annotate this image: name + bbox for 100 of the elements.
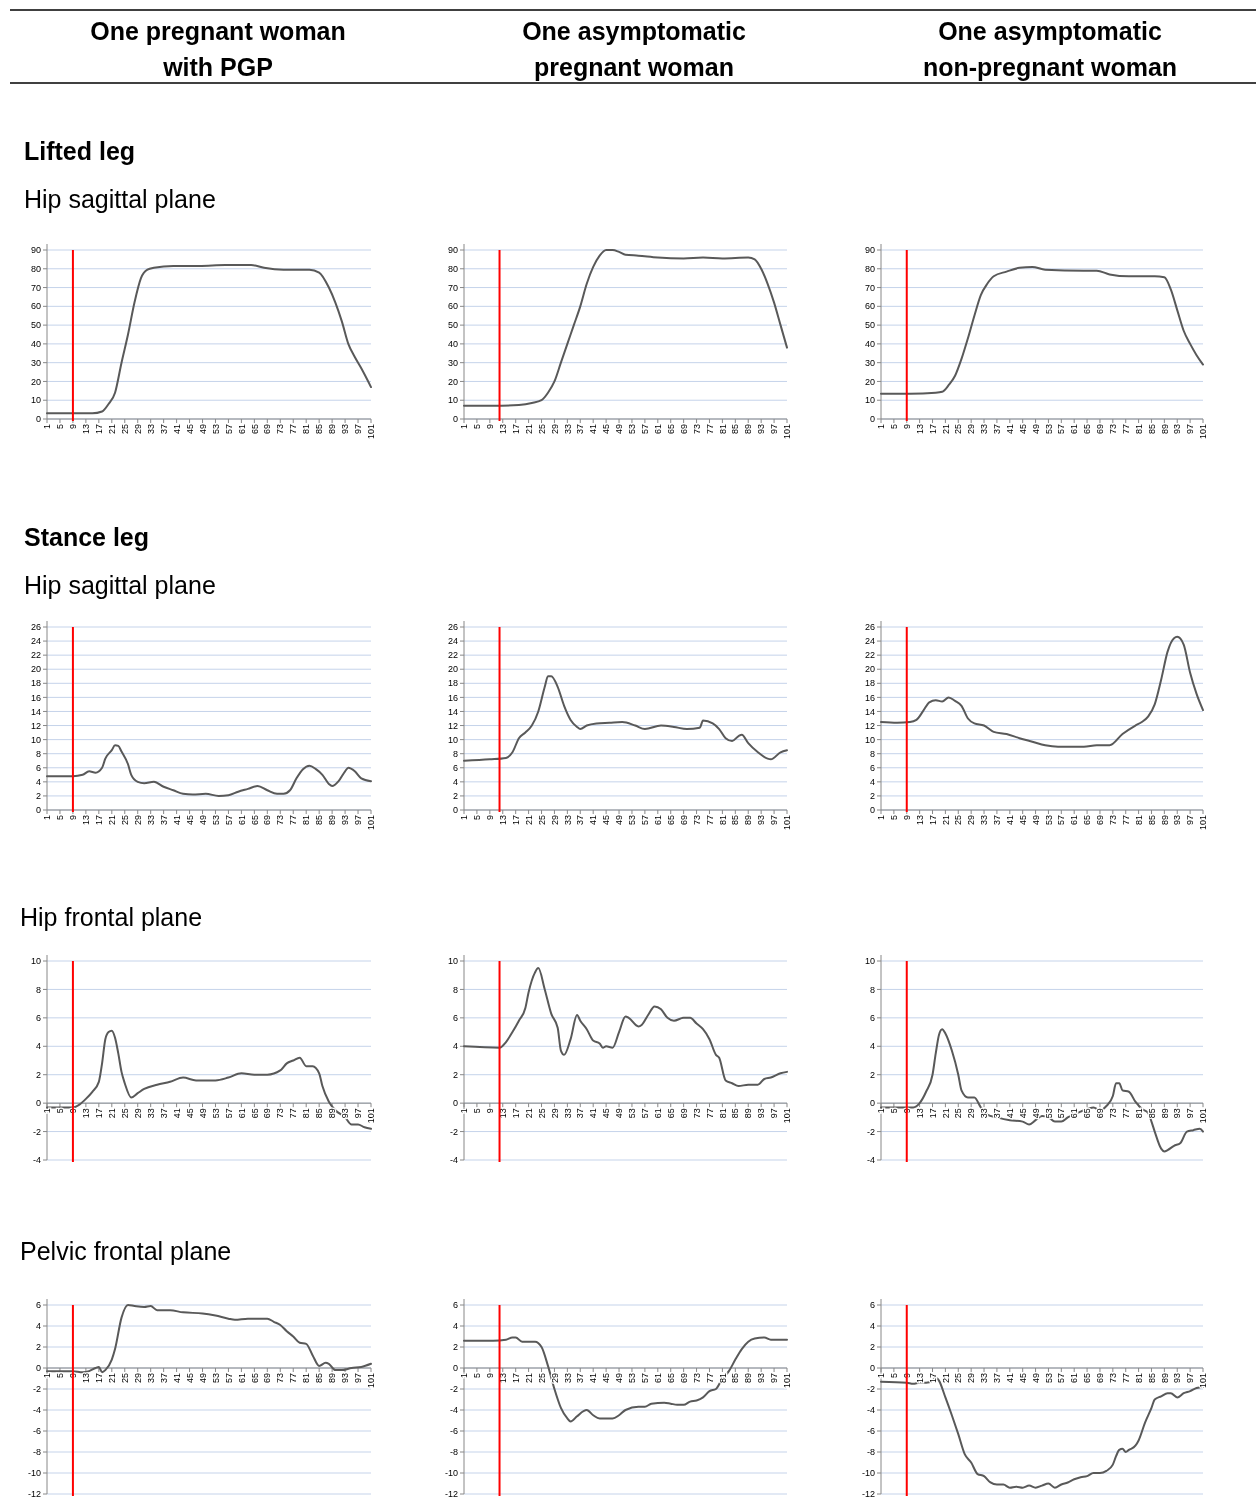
x-tick-label: 9 <box>901 424 912 430</box>
x-tick-label: 9 <box>68 815 79 821</box>
x-tick-label: 5 <box>55 424 66 430</box>
x-tick-label: 61 <box>1069 1373 1080 1384</box>
x-tick-label: 21 <box>940 815 951 826</box>
x-tick-label: 85 <box>1146 1373 1157 1384</box>
x-tick-label: 17 <box>510 815 521 826</box>
x-tick-label: 89 <box>327 1373 338 1384</box>
x-tick-label: 37 <box>575 1108 586 1119</box>
x-tick-label: 57 <box>1056 1108 1067 1119</box>
x-tick-label: 69 <box>1095 815 1106 826</box>
x-tick-label: 5 <box>472 815 483 821</box>
y-tick-label: 6 <box>35 1013 41 1024</box>
x-tick-label: 21 <box>523 815 534 826</box>
x-tick-label: 57 <box>640 424 651 435</box>
x-tick-label: 81 <box>717 815 728 826</box>
x-tick-label: 57 <box>223 815 234 826</box>
y-tick-label: 10 <box>447 395 458 406</box>
x-tick-label: 13 <box>81 1373 92 1384</box>
x-tick-label: 13 <box>497 815 508 826</box>
y-tick-label: 10 <box>447 734 458 745</box>
x-tick-label: 25 <box>536 815 547 826</box>
y-tick-label: 16 <box>447 692 458 703</box>
x-tick-label: 93 <box>756 424 767 435</box>
y-tick-label: 6 <box>869 762 875 773</box>
x-tick-label: 45 <box>1017 424 1028 435</box>
x-tick-label: 1 <box>42 424 53 430</box>
x-tick-label: 93 <box>340 1108 351 1119</box>
line-series <box>463 967 788 1088</box>
text: Hip sagittal plane <box>24 185 216 213</box>
y-tick-label: 18 <box>30 678 41 689</box>
x-tick-label: 21 <box>106 815 117 826</box>
x-tick-label: 57 <box>223 1373 234 1384</box>
x-tick-label: 65 <box>1082 1108 1093 1119</box>
x-tick-label: 93 <box>1172 815 1183 826</box>
y-tick-label: 0 <box>869 805 875 816</box>
y-tick-label: 4 <box>35 1321 41 1332</box>
x-tick-label: 69 <box>262 815 273 826</box>
x-tick-label: 41 <box>588 1108 599 1119</box>
x-tick-label: 9 <box>484 1108 495 1114</box>
x-tick-label: 97 <box>353 424 364 435</box>
y-tick-label: 8 <box>869 984 875 995</box>
x-tick-label: 17 <box>510 1108 521 1119</box>
x-tick-label: 17 <box>927 1373 938 1384</box>
x-tick-label: 25 <box>953 1108 964 1119</box>
x-tick-label: 85 <box>730 1108 741 1119</box>
x-tick-label: 93 <box>756 1373 767 1384</box>
text: Stance leg <box>24 523 150 551</box>
x-tick-label: 45 <box>184 815 195 826</box>
x-tick-label: 101 <box>366 1108 377 1124</box>
x-tick-label: 49 <box>197 424 208 435</box>
chart-title: One asymptomatic non-pregnant woman <box>922 17 1178 81</box>
x-tick-label: 25 <box>119 815 130 826</box>
line-series <box>46 1029 372 1130</box>
x-tick-label: 41 <box>1004 1108 1015 1119</box>
y-tick-label: 2 <box>35 791 41 802</box>
chart-title: One pregnant woman with PGP <box>90 17 346 81</box>
x-tick-label: 53 <box>210 1108 221 1119</box>
y-tick-label: 10 <box>30 395 41 406</box>
line-series <box>46 264 372 415</box>
x-tick-label: 65 <box>665 1108 676 1119</box>
line-series <box>463 1336 788 1423</box>
y-tick-label: 0 <box>869 1098 875 1109</box>
line-series <box>880 1028 1204 1153</box>
x-tick-label: 41 <box>1004 815 1015 826</box>
y-tick-label: 80 <box>864 263 875 274</box>
x-tick-label: 73 <box>1107 815 1118 826</box>
line-series <box>463 249 788 407</box>
line-series <box>880 265 1204 395</box>
x-tick-label: 89 <box>743 815 754 826</box>
x-tick-label: 69 <box>262 1373 273 1384</box>
x-tick-label: 37 <box>158 815 169 826</box>
y-tick-label: 2 <box>35 1069 41 1080</box>
x-tick-label: 45 <box>1017 1373 1028 1384</box>
y-tick-label: 8 <box>35 748 41 759</box>
x-tick-label: 65 <box>665 424 676 435</box>
y-tick-label: 24 <box>30 636 41 647</box>
y-tick-label: 60 <box>864 301 875 312</box>
x-tick-label: 25 <box>536 424 547 435</box>
text: Pelvic frontal plane <box>20 1237 232 1265</box>
x-tick-label: 77 <box>288 424 299 435</box>
x-tick-label: 101 <box>1198 1108 1209 1124</box>
y-tick-label: 16 <box>30 692 41 703</box>
y-tick-label: 10 <box>30 956 41 967</box>
y-tick-label: 30 <box>30 357 41 368</box>
y-tick-label: 26 <box>30 622 41 633</box>
x-tick-label: 29 <box>132 1108 143 1119</box>
y-tick-label: 12 <box>30 720 41 731</box>
x-tick-label: 29 <box>132 1373 143 1384</box>
x-tick-label: 41 <box>171 1373 182 1384</box>
x-tick-label: 45 <box>1017 815 1028 826</box>
y-tick-label: -6 <box>449 1426 458 1437</box>
x-tick-label: 97 <box>769 424 780 435</box>
x-tick-label: 77 <box>1120 1108 1131 1119</box>
x-tick-label: 49 <box>614 424 625 435</box>
x-tick-label: 33 <box>562 815 573 826</box>
x-tick-label: 33 <box>979 1108 990 1119</box>
x-tick-label: 69 <box>1095 1108 1106 1119</box>
x-tick-label: 9 <box>484 424 495 430</box>
y-tick-label: -4 <box>866 1155 875 1166</box>
